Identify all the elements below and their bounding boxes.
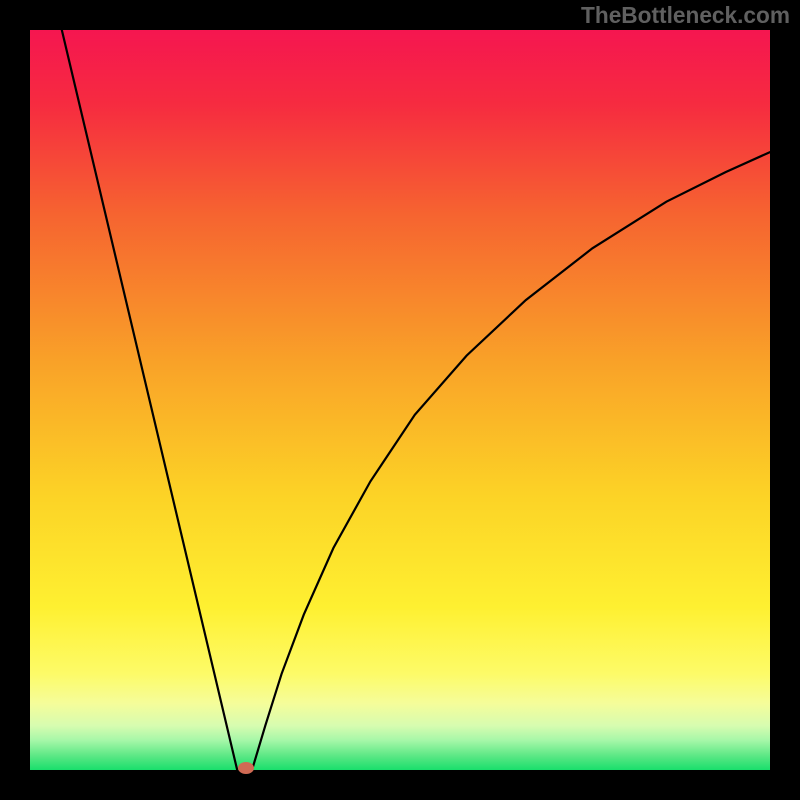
plot-area bbox=[30, 30, 770, 770]
curve-left-branch bbox=[62, 30, 237, 770]
bottleneck-curve bbox=[30, 30, 770, 770]
notch-marker bbox=[238, 762, 254, 774]
curve-right-branch bbox=[252, 152, 770, 770]
watermark-text: TheBottleneck.com bbox=[581, 2, 790, 29]
chart-frame: TheBottleneck.com bbox=[0, 0, 800, 800]
